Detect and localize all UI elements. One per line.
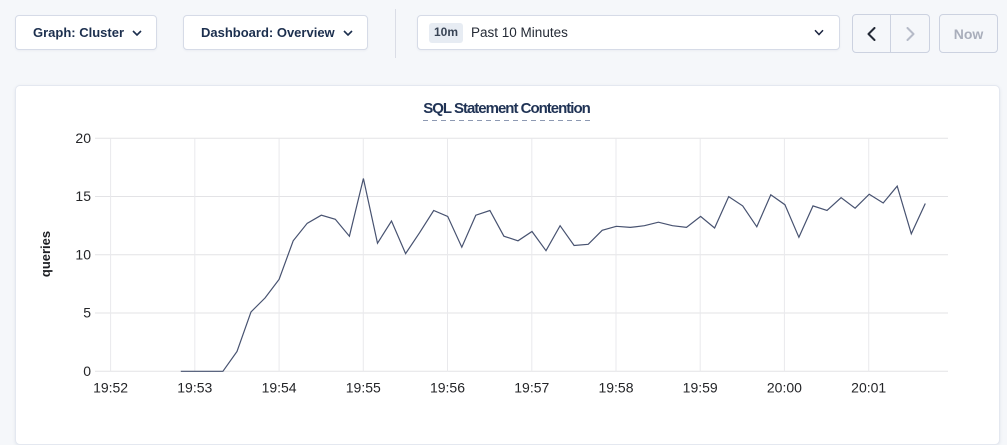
- svg-text:20: 20: [75, 130, 91, 146]
- svg-text:19:57: 19:57: [514, 380, 549, 396]
- svg-text:5: 5: [83, 305, 91, 321]
- svg-text:19:55: 19:55: [346, 380, 381, 396]
- svg-text:19:52: 19:52: [93, 380, 128, 396]
- svg-text:19:58: 19:58: [598, 380, 633, 396]
- svg-text:10: 10: [75, 246, 91, 262]
- svg-text:19:59: 19:59: [683, 380, 718, 396]
- svg-text:queries: queries: [38, 231, 53, 277]
- svg-text:20:00: 20:00: [767, 380, 802, 396]
- svg-text:19:54: 19:54: [262, 380, 297, 396]
- svg-text:15: 15: [75, 188, 91, 204]
- svg-text:0: 0: [83, 363, 91, 379]
- svg-text:20:01: 20:01: [851, 380, 886, 396]
- svg-text:19:53: 19:53: [177, 380, 212, 396]
- svg-text:19:56: 19:56: [430, 380, 465, 396]
